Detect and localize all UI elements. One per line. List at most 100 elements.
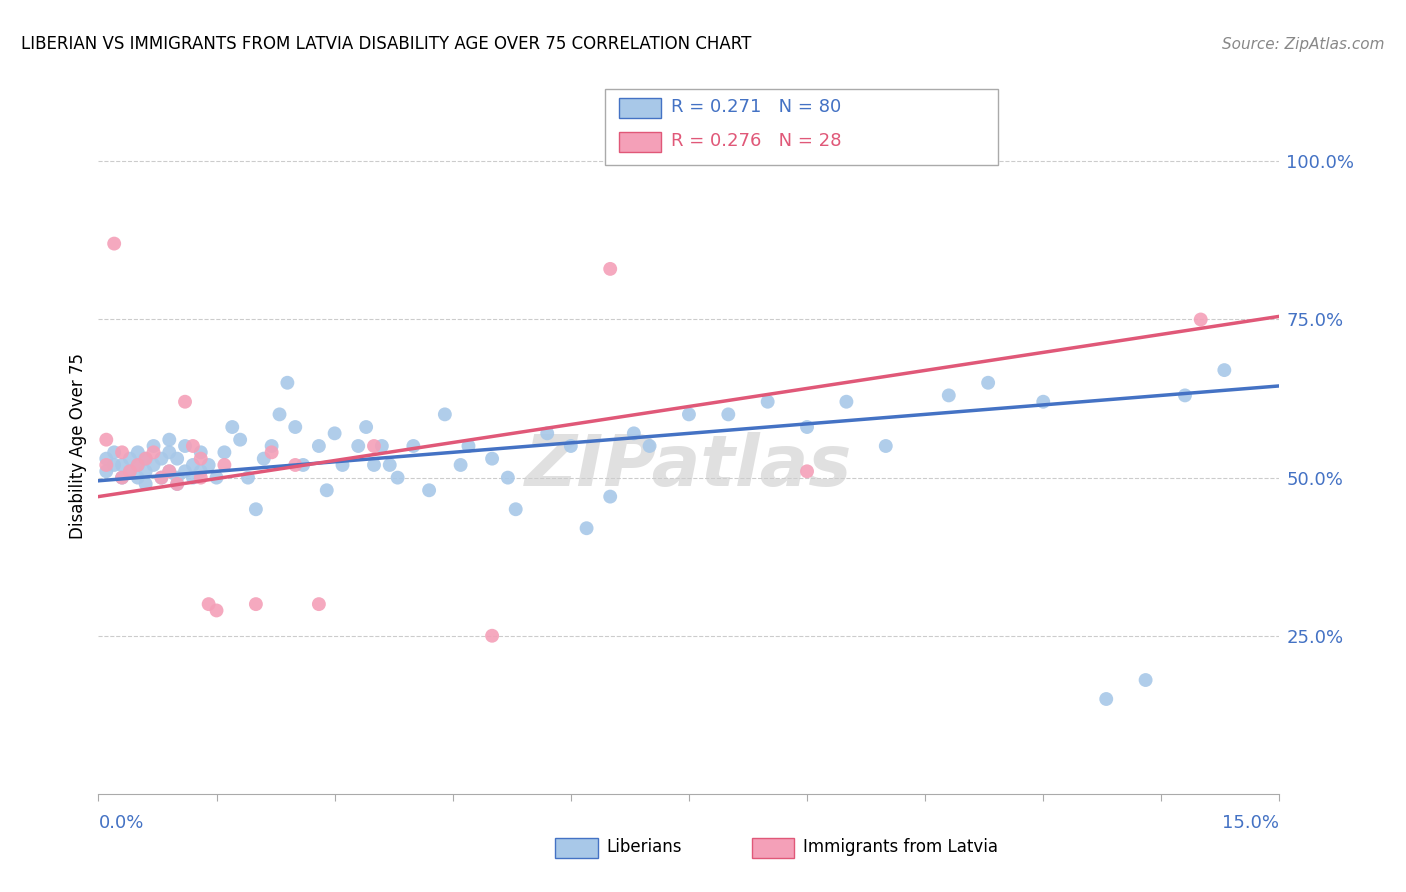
Point — [96, 458, 118, 472]
Point — [135, 451, 157, 466]
Text: Source: ZipAtlas.com: Source: ZipAtlas.com — [1222, 37, 1385, 52]
Point — [678, 408, 700, 422]
Point — [433, 408, 456, 422]
Point — [308, 597, 330, 611]
Point — [127, 458, 149, 472]
Point — [1032, 394, 1054, 409]
Point — [214, 445, 236, 459]
Point — [103, 445, 125, 459]
Point — [111, 470, 134, 484]
Point — [221, 420, 243, 434]
Point — [118, 451, 141, 466]
Point — [111, 445, 134, 459]
Point — [127, 458, 149, 472]
Point — [127, 470, 149, 484]
Point — [938, 388, 960, 402]
Point — [197, 458, 219, 472]
Point — [245, 597, 267, 611]
Point — [315, 483, 337, 498]
Point — [157, 464, 180, 478]
Point — [174, 394, 197, 409]
Point — [796, 420, 818, 434]
Text: R = 0.276   N = 28: R = 0.276 N = 28 — [671, 132, 841, 150]
Point — [363, 458, 385, 472]
Point — [457, 439, 479, 453]
Point — [174, 464, 197, 478]
Point — [229, 433, 252, 447]
Point — [378, 458, 401, 472]
Point — [450, 458, 472, 472]
Text: 0.0%: 0.0% — [98, 814, 143, 831]
Point — [236, 470, 259, 484]
Text: R = 0.271   N = 80: R = 0.271 N = 80 — [671, 98, 841, 116]
Point — [111, 458, 134, 472]
Text: ZIPatlas: ZIPatlas — [526, 433, 852, 501]
Point — [190, 445, 212, 459]
Point — [623, 426, 645, 441]
Point — [363, 439, 385, 453]
Point — [308, 439, 330, 453]
Point — [190, 470, 212, 484]
Point — [260, 439, 283, 453]
Point — [142, 439, 165, 453]
Point — [190, 451, 212, 466]
Point — [174, 439, 197, 453]
Point — [835, 394, 858, 409]
Point — [1095, 692, 1118, 706]
Point — [402, 439, 425, 453]
Point — [166, 477, 188, 491]
Point — [796, 464, 818, 478]
Point — [181, 470, 204, 484]
Point — [157, 464, 180, 478]
Point — [481, 629, 503, 643]
Point — [150, 470, 173, 484]
Point — [111, 470, 134, 484]
Point — [347, 439, 370, 453]
Point — [157, 433, 180, 447]
Point — [371, 439, 394, 453]
Point — [205, 470, 228, 484]
Point — [1213, 363, 1236, 377]
Point — [103, 458, 125, 472]
Point — [418, 483, 440, 498]
Point — [253, 451, 276, 466]
Point — [150, 470, 173, 484]
Point — [977, 376, 1000, 390]
Point — [717, 408, 740, 422]
Point — [214, 458, 236, 472]
Point — [166, 470, 188, 484]
Point — [323, 426, 346, 441]
Point — [197, 597, 219, 611]
Point — [284, 458, 307, 472]
Point — [103, 236, 125, 251]
Point — [135, 464, 157, 478]
Point — [276, 376, 298, 390]
Point — [135, 451, 157, 466]
Point — [157, 445, 180, 459]
Point — [96, 451, 118, 466]
Point — [354, 420, 377, 434]
Y-axis label: Disability Age Over 75: Disability Age Over 75 — [69, 353, 87, 539]
Point — [575, 521, 598, 535]
Point — [181, 458, 204, 472]
Point — [1135, 673, 1157, 687]
Point — [260, 445, 283, 459]
Text: Immigrants from Latvia: Immigrants from Latvia — [803, 838, 998, 856]
Point — [292, 458, 315, 472]
Point — [127, 445, 149, 459]
Point — [284, 420, 307, 434]
Point — [166, 477, 188, 491]
Point — [1189, 312, 1212, 326]
Text: LIBERIAN VS IMMIGRANTS FROM LATVIA DISABILITY AGE OVER 75 CORRELATION CHART: LIBERIAN VS IMMIGRANTS FROM LATVIA DISAB… — [21, 35, 751, 53]
Point — [638, 439, 661, 453]
Point — [142, 458, 165, 472]
Point — [166, 451, 188, 466]
Point — [245, 502, 267, 516]
Text: Liberians: Liberians — [606, 838, 682, 856]
Point — [1174, 388, 1197, 402]
Point — [875, 439, 897, 453]
Point — [142, 445, 165, 459]
Point — [96, 464, 118, 478]
Text: 15.0%: 15.0% — [1222, 814, 1279, 831]
Point — [599, 490, 621, 504]
